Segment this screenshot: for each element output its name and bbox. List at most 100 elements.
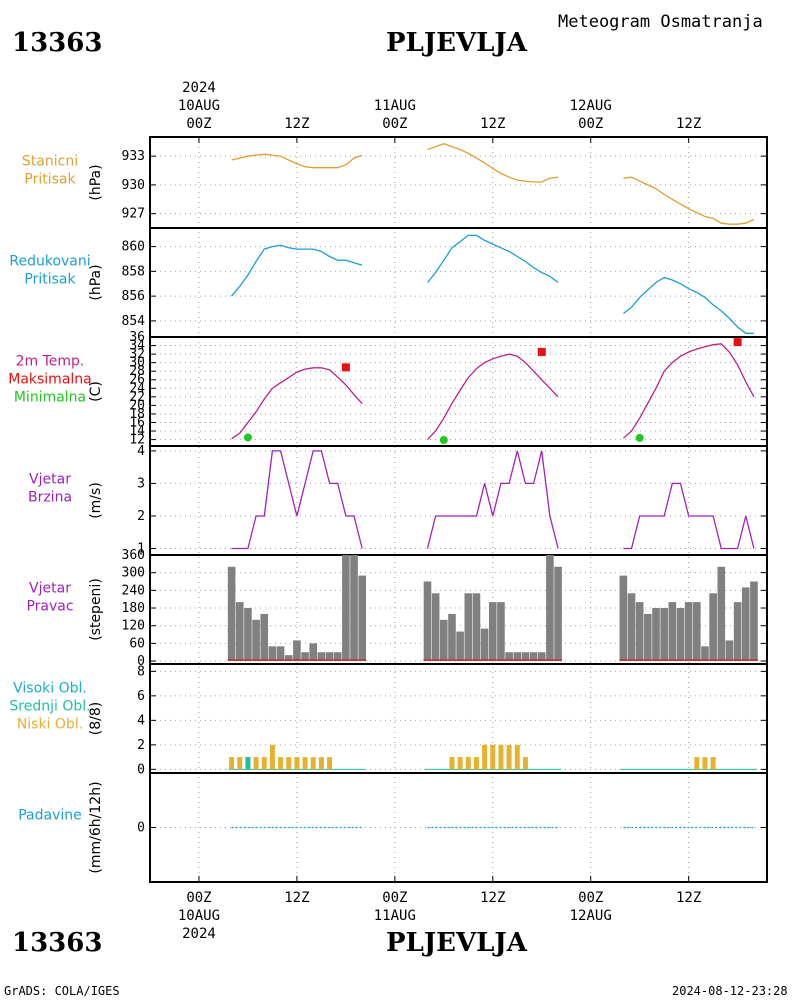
y-tick-label: 6 <box>137 689 145 704</box>
series-line <box>231 153 363 169</box>
cloud-bar <box>286 757 292 770</box>
panel-frame-wind_speed <box>149 445 768 556</box>
wind-direction-bar <box>521 652 530 662</box>
panel-label: Pritisak <box>24 272 76 288</box>
cloud-bar <box>302 757 308 770</box>
y-tick-label: 854 <box>122 314 146 329</box>
panel-label: Visoki Obl. <box>13 681 87 697</box>
panel-label: 2m Temp. <box>16 354 85 370</box>
panel-label: Srednji Obl. <box>9 699 90 715</box>
y-tick-label: 3 <box>137 476 145 491</box>
y-axis-label: (hPa) <box>88 164 104 200</box>
wind-direction-bar <box>284 655 293 662</box>
wind-direction-bar <box>317 652 326 662</box>
wind-direction-bar <box>635 602 644 662</box>
bottom-hour-label: 12Z <box>676 890 701 906</box>
panel-frame-clouds <box>149 663 768 774</box>
wind-direction-bar <box>537 652 546 662</box>
series-line <box>427 143 559 183</box>
wind-direction-bar <box>342 555 350 662</box>
bottom-date-label: 11AUG <box>374 908 416 924</box>
cloud-bar <box>465 757 471 770</box>
y-axis-label: (8/8) <box>88 702 104 735</box>
wind-direction-bar <box>546 555 554 662</box>
top-hour-label: 12Z <box>284 116 309 132</box>
cloud-bar <box>473 757 479 770</box>
wind-direction-bar <box>464 593 473 662</box>
y-tick-label: 34 <box>129 339 145 354</box>
cloud-bar <box>294 757 300 770</box>
cloud-bar <box>269 744 275 770</box>
wind-direction-bar <box>627 593 636 662</box>
cloud-bar <box>229 757 235 770</box>
y-tick-label: 933 <box>122 149 145 164</box>
top-hour-label: 00Z <box>578 116 603 132</box>
wind-direction-bar <box>529 652 538 662</box>
y-tick-label: 18 <box>129 407 145 422</box>
wind-direction-bar <box>554 566 562 662</box>
station-code: 13363 <box>12 28 103 58</box>
y-tick-label: 856 <box>122 289 145 304</box>
wind-direction-bar <box>431 593 440 662</box>
wind-direction-bar <box>260 613 269 662</box>
panel-label: Vjetar <box>29 472 71 488</box>
series-line <box>622 343 755 439</box>
bottom-date-label: 12AUG <box>570 908 612 924</box>
bottom-year-label: 2024 <box>182 926 216 942</box>
cloud-bar <box>237 757 243 770</box>
wind-direction-bar <box>423 581 432 662</box>
y-tick-label: 26 <box>129 373 145 388</box>
y-tick-label: 1 <box>137 541 145 556</box>
top-hour-label: 00Z <box>382 116 407 132</box>
cloud-bar <box>498 744 504 770</box>
y-tick-label: 22 <box>129 390 145 405</box>
cloud-bar <box>449 757 455 770</box>
panel-label: Minimalna <box>14 390 86 406</box>
wind-direction-bar <box>309 643 318 662</box>
top-hour-label: 00Z <box>186 116 211 132</box>
panel-frame-precipitation <box>149 772 768 883</box>
timestamp-text: 2024-08-12-23:28 <box>672 984 788 998</box>
wind-direction-bar <box>480 628 489 662</box>
wind-direction-bar <box>505 652 513 662</box>
cloud-bar <box>245 757 251 770</box>
cloud-bar <box>261 757 267 770</box>
bottom-hour-label: 00Z <box>578 890 603 906</box>
y-tick-label: 14 <box>129 424 145 439</box>
wind-direction-bar <box>333 652 342 662</box>
wind-direction-bar <box>652 608 660 662</box>
panel-frame-station_pressure <box>149 136 768 229</box>
y-tick-label: 30 <box>129 356 145 371</box>
wind-direction-bar <box>693 602 701 662</box>
y-axis-label: (m/s) <box>88 482 104 519</box>
wind-direction-bar <box>660 608 668 662</box>
cloud-bar <box>490 744 496 770</box>
top-date-label: 10AUG <box>178 98 220 114</box>
top-date-label: 12AUG <box>570 98 612 114</box>
min-temp-marker <box>439 436 448 445</box>
top-hour-label: 12Z <box>480 116 505 132</box>
wind-direction-bar <box>252 619 260 662</box>
series-line <box>623 482 755 550</box>
cloud-bar <box>310 757 316 770</box>
bottom-hour-label: 12Z <box>284 890 309 906</box>
footer-station-name: PLJEVLJA <box>386 928 527 958</box>
series-line <box>231 244 363 297</box>
y-tick-label: 20 <box>129 398 145 413</box>
y-tick-label: 28 <box>129 364 145 379</box>
wind-direction-bar <box>725 640 734 662</box>
y-tick-label: 60 <box>129 636 145 651</box>
bottom-hour-label: 12Z <box>480 890 505 906</box>
bottom-hour-label: 00Z <box>186 890 211 906</box>
y-axis-label: (mm/6h/12h) <box>88 781 104 873</box>
y-tick-label: 120 <box>122 619 145 634</box>
y-tick-label: 4 <box>137 713 145 728</box>
wind-direction-bar <box>497 602 505 662</box>
cloud-bar <box>710 757 716 770</box>
series-line <box>623 176 755 225</box>
wind-direction-bar <box>440 619 448 662</box>
panel-label: Maksimalna <box>8 372 92 388</box>
y-tick-label: 12 <box>129 433 145 448</box>
panel-label: Niski Obl. <box>17 717 83 733</box>
top-year-label: 2024 <box>182 80 216 96</box>
